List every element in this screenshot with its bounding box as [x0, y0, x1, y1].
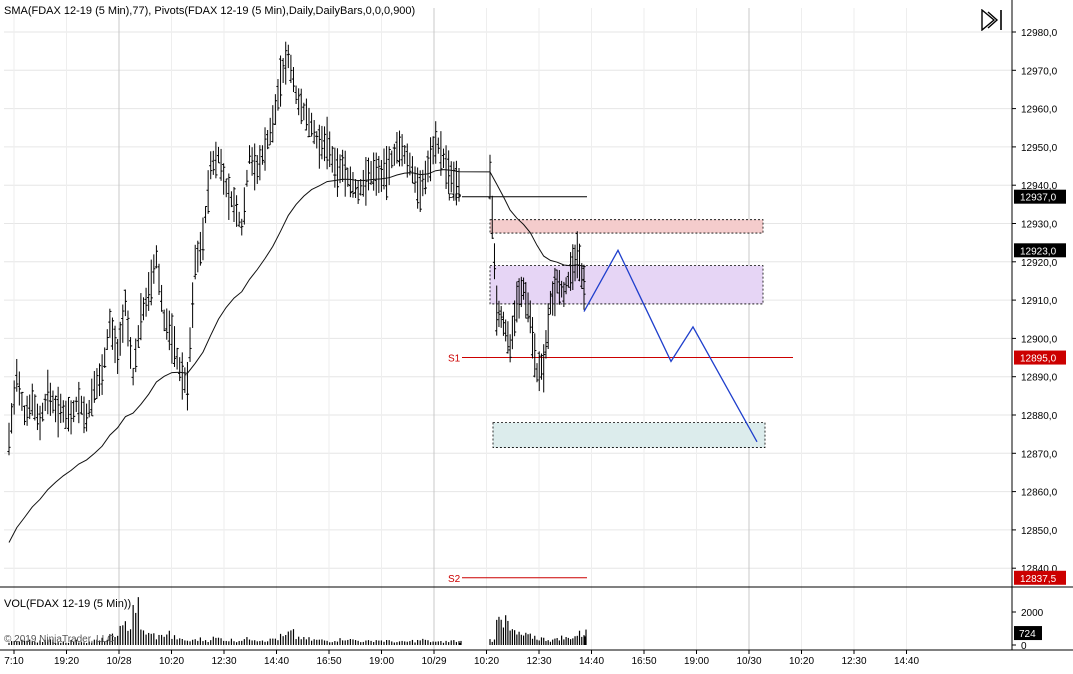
price-markers: 12937,0 12923,0 12895,0 12837,5 724	[1014, 189, 1066, 641]
price-marker-label: 12837,5	[1020, 574, 1057, 585]
x-tick-label: 12:30	[841, 656, 866, 667]
y-tick-label: 12920,0	[1021, 258, 1058, 269]
price-marker	[1014, 189, 1066, 204]
x-tick-label: 16:50	[316, 656, 341, 667]
volume-bars	[8, 597, 587, 645]
pivot-label-s2: S2	[448, 574, 461, 585]
x-tick-label: 14:40	[894, 656, 919, 667]
y-tick-label: 12900,0	[1021, 334, 1058, 345]
price-marker-label: 12923,0	[1020, 246, 1057, 257]
sma-line	[8, 169, 585, 543]
volume-tick-label: 0	[1021, 641, 1027, 652]
price-indicator-label: SMA(FDAX 12-19 (5 Min),77), Pivots(FDAX …	[4, 5, 416, 17]
x-tick-label: 14:40	[579, 656, 604, 667]
x-tick-label: 19:20	[54, 656, 79, 667]
copyright-label: © 2019 NinjaTrader, LLC	[4, 634, 115, 645]
x-tick-label: 19:00	[369, 656, 394, 667]
y-tick-label: 12840,0	[1021, 564, 1058, 575]
x-tick-label: 10/29	[421, 656, 446, 667]
price-marker-label: 12895,0	[1020, 354, 1057, 365]
y-tick-label: 12910,0	[1021, 296, 1058, 307]
x-tick-label: 12:30	[526, 656, 551, 667]
price-marker	[1014, 350, 1066, 365]
y-tick-label: 12860,0	[1021, 488, 1058, 499]
volume-tick-label: 2000	[1021, 608, 1044, 619]
y-tick-label: 12940,0	[1021, 181, 1058, 192]
consolidation-zone	[489, 265, 764, 305]
price-marker	[1014, 243, 1066, 258]
target-zone	[492, 422, 766, 448]
x-tick-label: 12:30	[211, 656, 236, 667]
price-marker-label: 12937,0	[1020, 193, 1057, 204]
skip-forward-icon[interactable]	[980, 8, 1004, 32]
y-tick-label: 12870,0	[1021, 449, 1058, 460]
y-tick-label: 12980,0	[1021, 28, 1058, 39]
y-tick-label: 12880,0	[1021, 411, 1058, 422]
y-tick-label: 12850,0	[1021, 526, 1058, 537]
y-tick-label: 12960,0	[1021, 105, 1058, 116]
volume-indicator-label: VOL(FDAX 12-19 (5 Min))	[4, 598, 132, 610]
volume-marker	[1014, 626, 1042, 641]
y-tick-label: 12950,0	[1021, 143, 1058, 154]
x-tick-label: 14:40	[264, 656, 289, 667]
x-tick-label: 10/30	[736, 656, 761, 667]
x-tick-label: 16:50	[631, 656, 656, 667]
x-tick-label: 10:20	[789, 656, 814, 667]
x-tick-label: 10:20	[474, 656, 499, 667]
projection-line	[583, 248, 758, 443]
volume-marker-label: 724	[1019, 629, 1036, 640]
x-tick-label: 10:20	[159, 656, 184, 667]
price-marker	[1014, 570, 1066, 585]
pivot-label-s1: S1	[448, 354, 461, 365]
y-tick-label: 12970,0	[1021, 66, 1058, 77]
x-tick-label: 19:00	[684, 656, 709, 667]
resistance-zone	[489, 219, 764, 234]
y-tick-label: 12930,0	[1021, 220, 1058, 231]
pivot-layer: PP S1 S2	[448, 193, 793, 585]
price-bars	[7, 41, 586, 456]
y-tick-label: 12890,0	[1021, 373, 1058, 384]
x-tick-label: 7:10	[4, 656, 24, 667]
zone-layer	[489, 219, 766, 448]
pivot-label-pp: PP	[448, 193, 462, 204]
x-tick-label: 10/28	[106, 656, 131, 667]
